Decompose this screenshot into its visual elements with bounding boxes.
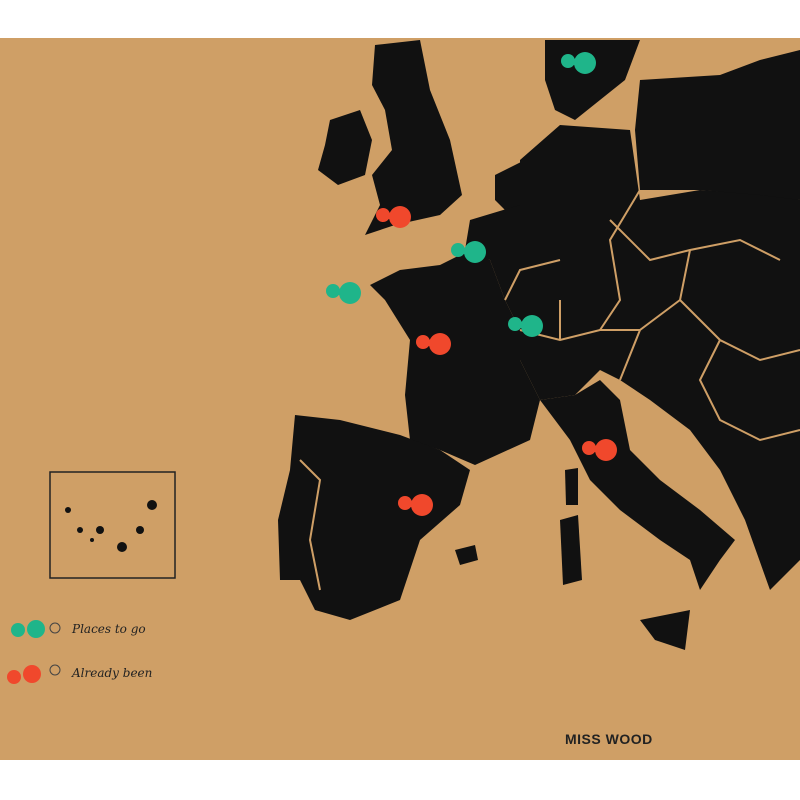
legend-places-to-go: Places to go xyxy=(72,622,146,636)
europe-map xyxy=(7,40,800,684)
land-masses xyxy=(278,40,800,650)
canary-islands-inset xyxy=(49,471,176,579)
pin-already-been[interactable] xyxy=(398,494,433,516)
legend-pin-places-to-go xyxy=(11,620,61,638)
italy xyxy=(540,380,735,590)
pin-places-to-go[interactable] xyxy=(451,241,486,263)
pin-already-been[interactable] xyxy=(416,333,451,355)
corsica xyxy=(565,468,578,505)
legend-pins xyxy=(7,620,61,684)
scandinavia xyxy=(545,40,640,120)
pin-already-been[interactable] xyxy=(376,206,411,228)
pin-places-to-go[interactable] xyxy=(326,282,361,304)
pin-places-to-go[interactable] xyxy=(508,315,543,337)
great-britain xyxy=(365,40,462,235)
ireland xyxy=(318,110,372,185)
cork-map-board: Places to go Already been MISS WOOD xyxy=(0,38,800,760)
legend-pin-already-been xyxy=(7,664,61,684)
legend-already-been: Already been xyxy=(72,666,153,680)
sardinia xyxy=(560,515,582,585)
pin-already-been[interactable] xyxy=(582,439,617,461)
sicily xyxy=(640,610,690,650)
france xyxy=(370,250,540,465)
canary-islands xyxy=(65,500,157,552)
balearic xyxy=(455,545,478,565)
pins xyxy=(326,52,617,516)
baltic-east xyxy=(635,50,800,200)
pin-places-to-go[interactable] xyxy=(561,52,596,74)
brand-logo: MISS WOOD xyxy=(565,731,653,747)
iberia xyxy=(278,415,470,620)
central-europe xyxy=(465,125,800,590)
borders xyxy=(299,189,800,591)
